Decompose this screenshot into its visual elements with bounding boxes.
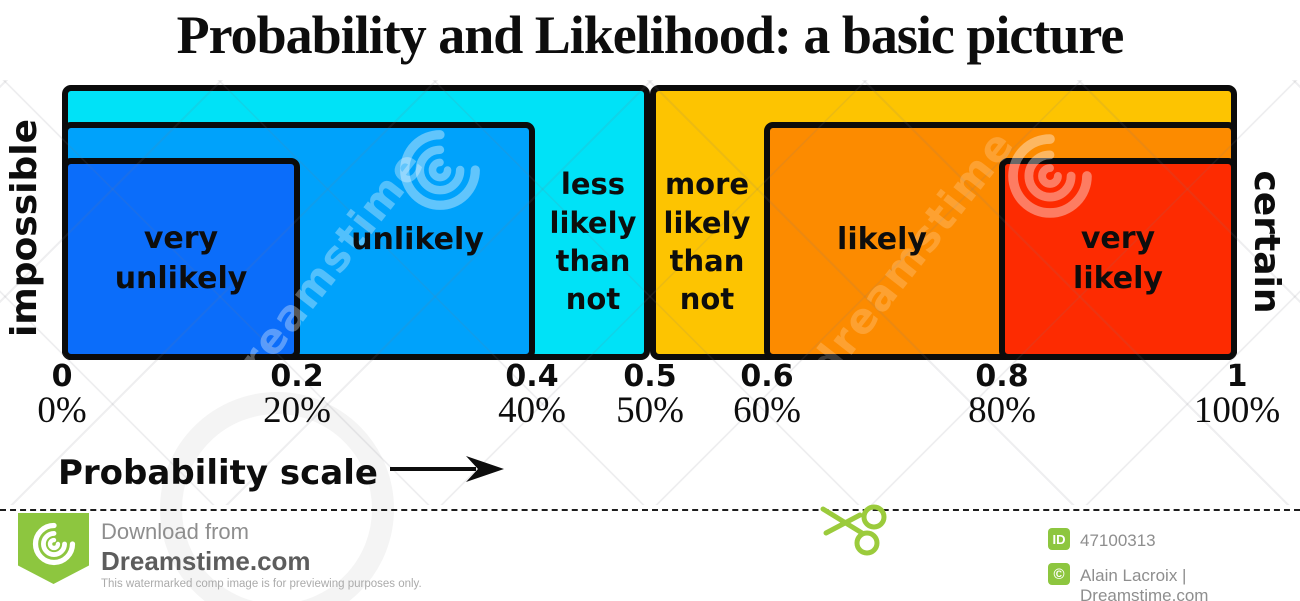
axis-tick: 1 100% — [1193, 359, 1281, 431]
band-very-likely-box — [999, 158, 1237, 360]
id-badge: ID — [1048, 528, 1070, 550]
band-label-very-likely: very likely — [1073, 220, 1163, 296]
band-label-likely: likely — [837, 222, 927, 258]
axis-label-certain: certain — [1246, 170, 1287, 314]
watermark-notice-text: This watermarked comp image is for previ… — [101, 578, 422, 590]
download-from-text: Download from — [101, 519, 249, 544]
page-title: Probability and Likelihood: a basic pict… — [176, 5, 1125, 65]
axis-tick: 0.4 40% — [498, 359, 566, 431]
axis-tick: 0.8 80% — [968, 359, 1036, 431]
copyright-badge: © — [1048, 563, 1070, 585]
probability-scale-label: Probability scale — [58, 453, 506, 493]
dreamstime-site-text: Dreamstime.com — [101, 546, 311, 576]
scissors-icon — [820, 502, 894, 560]
axis-label-impossible: impossible — [4, 118, 45, 338]
axis-tick: 0.6 60% — [733, 359, 801, 431]
watermark-cut-line — [0, 509, 1300, 511]
band-very-unlikely-box — [62, 158, 300, 360]
credit-text: Alain Lacroix | Dreamstime.com — [1080, 566, 1209, 601]
axis-tick: 0 0% — [37, 359, 87, 431]
band-label-less-likely-than-not: less likely than not — [549, 167, 637, 317]
right-arrow-icon — [389, 453, 506, 493]
axis-tick: 0.5 50% — [616, 359, 684, 431]
band-label-unlikely: unlikely — [351, 222, 484, 258]
axis-tick: 0.2 20% — [263, 359, 331, 431]
band-label-more-likely-than-not: more likely than not — [663, 167, 751, 317]
dreamstime-spiral-icon — [32, 513, 76, 584]
image-id-text: 47100313 — [1080, 531, 1156, 550]
dreamstime-ribbon-badge — [18, 513, 89, 584]
band-label-very-unlikely: very unlikely — [114, 221, 248, 296]
